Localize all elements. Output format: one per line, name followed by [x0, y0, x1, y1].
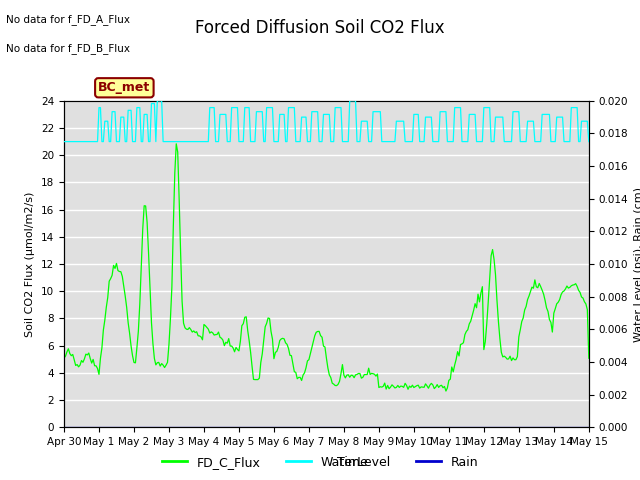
Text: No data for f_FD_B_Flux: No data for f_FD_B_Flux — [6, 43, 131, 54]
Text: BC_met: BC_met — [98, 81, 150, 94]
Y-axis label: Soil CO2 Flux (μmol/m2/s): Soil CO2 Flux (μmol/m2/s) — [26, 192, 35, 336]
Text: Time: Time — [337, 456, 367, 468]
Legend: FD_C_Flux, WaterLevel, Rain: FD_C_Flux, WaterLevel, Rain — [157, 451, 483, 474]
Text: No data for f_FD_A_Flux: No data for f_FD_A_Flux — [6, 14, 131, 25]
Y-axis label: Water Level (psi), Rain (cm): Water Level (psi), Rain (cm) — [634, 187, 640, 341]
Text: Forced Diffusion Soil CO2 Flux: Forced Diffusion Soil CO2 Flux — [195, 19, 445, 37]
